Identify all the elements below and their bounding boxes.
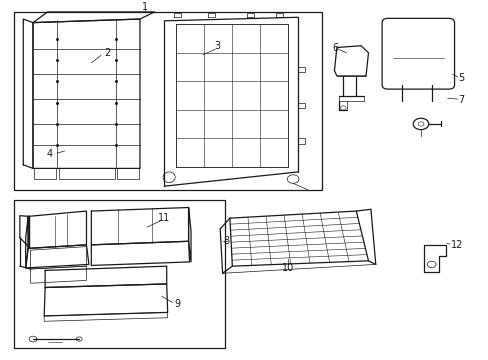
Text: 12: 12 [450, 240, 462, 250]
Text: 8: 8 [223, 236, 228, 246]
Text: 6: 6 [332, 42, 338, 53]
Text: 9: 9 [174, 298, 180, 309]
Text: 2: 2 [104, 48, 110, 58]
Text: 10: 10 [282, 263, 294, 273]
Text: 7: 7 [458, 95, 464, 105]
Bar [14, 12, 322, 190]
Bar [14, 201, 224, 348]
Text: 11: 11 [158, 213, 170, 223]
Text: 5: 5 [458, 73, 464, 83]
Text: 1: 1 [142, 2, 147, 12]
Text: 4: 4 [47, 149, 53, 159]
Text: 3: 3 [214, 41, 221, 51]
